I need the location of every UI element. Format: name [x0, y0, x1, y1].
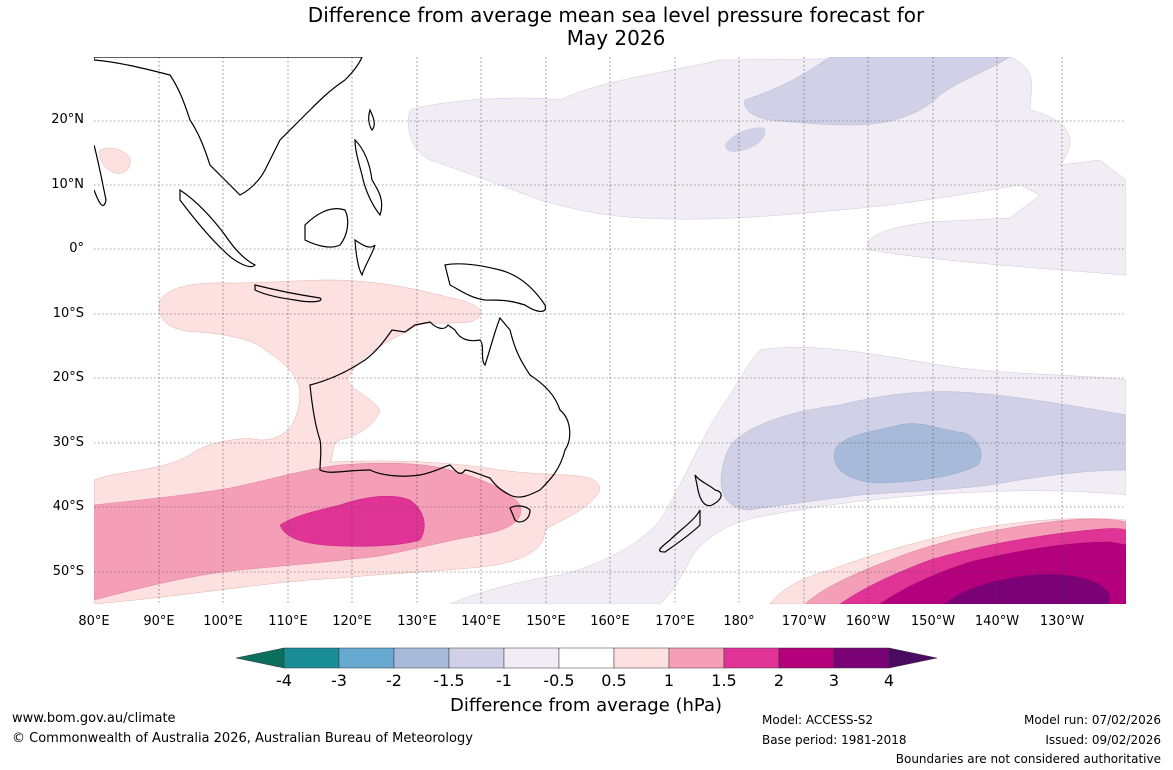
- colorbar-swatch: [833, 647, 890, 669]
- lon-label: 130°W: [1039, 614, 1085, 629]
- colorbar-label: 0.5: [601, 671, 627, 690]
- coastline-taiwan: [368, 108, 375, 131]
- lon-label: 150°E: [526, 614, 566, 629]
- colorbar-swatch: [283, 647, 340, 669]
- chart-title: Difference from average mean sea level p…: [0, 4, 1173, 50]
- colorbar: [235, 647, 938, 669]
- coastline-tasmania: [509, 505, 531, 523]
- lon-label: 170°W: [781, 614, 827, 629]
- lon-label: 160°E: [590, 614, 630, 629]
- footer-disclaimer: Boundaries are not considered authoritat…: [895, 752, 1161, 766]
- footer-copyright: © Commonwealth of Australia 2026, Austra…: [12, 731, 473, 746]
- lon-label: 140°E: [461, 614, 501, 629]
- coastline-sumatra: [179, 188, 257, 268]
- coastline-borneo: [304, 208, 349, 248]
- colorbar-label: 1.5: [711, 671, 737, 690]
- colorbar-label: -4: [276, 671, 292, 690]
- lon-label: 140°W: [974, 614, 1020, 629]
- colorbar-swatch: [393, 647, 450, 669]
- coastline-australia: [309, 316, 571, 498]
- coastline-sulawesi: [354, 238, 376, 277]
- colorbar-arrow-low: [235, 647, 285, 669]
- anomaly-region-north-pacific-lavender-small: [724, 127, 766, 152]
- lat-label: 10°N: [51, 177, 84, 192]
- lat-label: 20°S: [52, 370, 84, 385]
- lon-label: 110°E: [268, 614, 308, 629]
- lon-label: 100°E: [203, 614, 243, 629]
- title-line-1: Difference from average mean sea level p…: [307, 3, 925, 27]
- colorbar-label: -2: [386, 671, 402, 690]
- coastline-java: [254, 284, 322, 303]
- lat-label: 0°: [69, 241, 84, 256]
- coastline-new-guinea: [444, 263, 547, 312]
- anomaly-region-arabian-sea-pink: [99, 147, 131, 174]
- lat-label: 30°S: [52, 435, 84, 450]
- footer-model-run: Model run: 07/02/2026: [1023, 713, 1161, 727]
- lon-label: 130°E: [397, 614, 437, 629]
- graticule: [94, 57, 1126, 604]
- lat-label: 50°S: [52, 564, 84, 579]
- colorbar-label: 4: [883, 671, 895, 690]
- lon-label: 80°E: [78, 614, 110, 629]
- colorbar-arrow-high: [888, 647, 938, 669]
- footer-base-period: Base period: 1981-2018: [762, 733, 907, 747]
- colorbar-swatch: [723, 647, 780, 669]
- lat-label: 10°S: [52, 306, 84, 321]
- colorbar-label: -1: [496, 671, 512, 690]
- colorbar-swatch: [503, 647, 560, 669]
- footer-issued: Issued: 09/02/2026: [1045, 733, 1161, 747]
- coastline-new-zealand-north: [694, 474, 722, 507]
- lon-label: 120°E: [332, 614, 372, 629]
- colorbar-label: 1: [663, 671, 675, 690]
- coastline-india: [94, 144, 107, 207]
- coastlines: [94, 57, 722, 553]
- colorbar-label: 3: [828, 671, 840, 690]
- colorbar-swatch: [448, 647, 505, 669]
- coastline-new-zealand-south: [658, 509, 701, 553]
- lat-label: 20°N: [51, 112, 84, 127]
- lon-label: 90°E: [143, 614, 175, 629]
- title-line-2: May 2026: [566, 26, 666, 50]
- lon-label: 180°: [723, 614, 755, 629]
- colorbar-swatch: [338, 647, 395, 669]
- anomaly-region-north-pacific-lavender: [744, 57, 1011, 126]
- colorbar-title: Difference from average (hPa): [449, 695, 723, 716]
- footer-model: Model: ACCESS-S2: [762, 713, 874, 727]
- anomaly-region-south-pacific-blue: [833, 423, 982, 484]
- colorbar-swatch: [668, 647, 725, 669]
- lon-label: 170°E: [655, 614, 695, 629]
- lat-label: 40°S: [52, 499, 84, 514]
- colorbar-swatch: [613, 647, 670, 669]
- colorbar-label: -0.5: [543, 671, 575, 690]
- coastline-philippines: [354, 138, 383, 217]
- footer-url[interactable]: www.bom.gov.au/climate: [12, 711, 176, 726]
- lon-label: 160°W: [845, 614, 891, 629]
- colorbar-swatch: [778, 647, 835, 669]
- colorbar-label: -1.5: [433, 671, 465, 690]
- lon-label: 150°W: [910, 614, 956, 629]
- colorbar-label: 2: [773, 671, 785, 690]
- anomaly-region-north-pacific-light: [407, 57, 1126, 276]
- colorbar-label: -3: [331, 671, 347, 690]
- coastline-asia-mainland: [94, 57, 363, 196]
- anomaly-region-south-east-purple: [945, 574, 1110, 604]
- colorbar-swatch: [558, 647, 615, 669]
- pressure-anomaly-map: [94, 57, 1126, 669]
